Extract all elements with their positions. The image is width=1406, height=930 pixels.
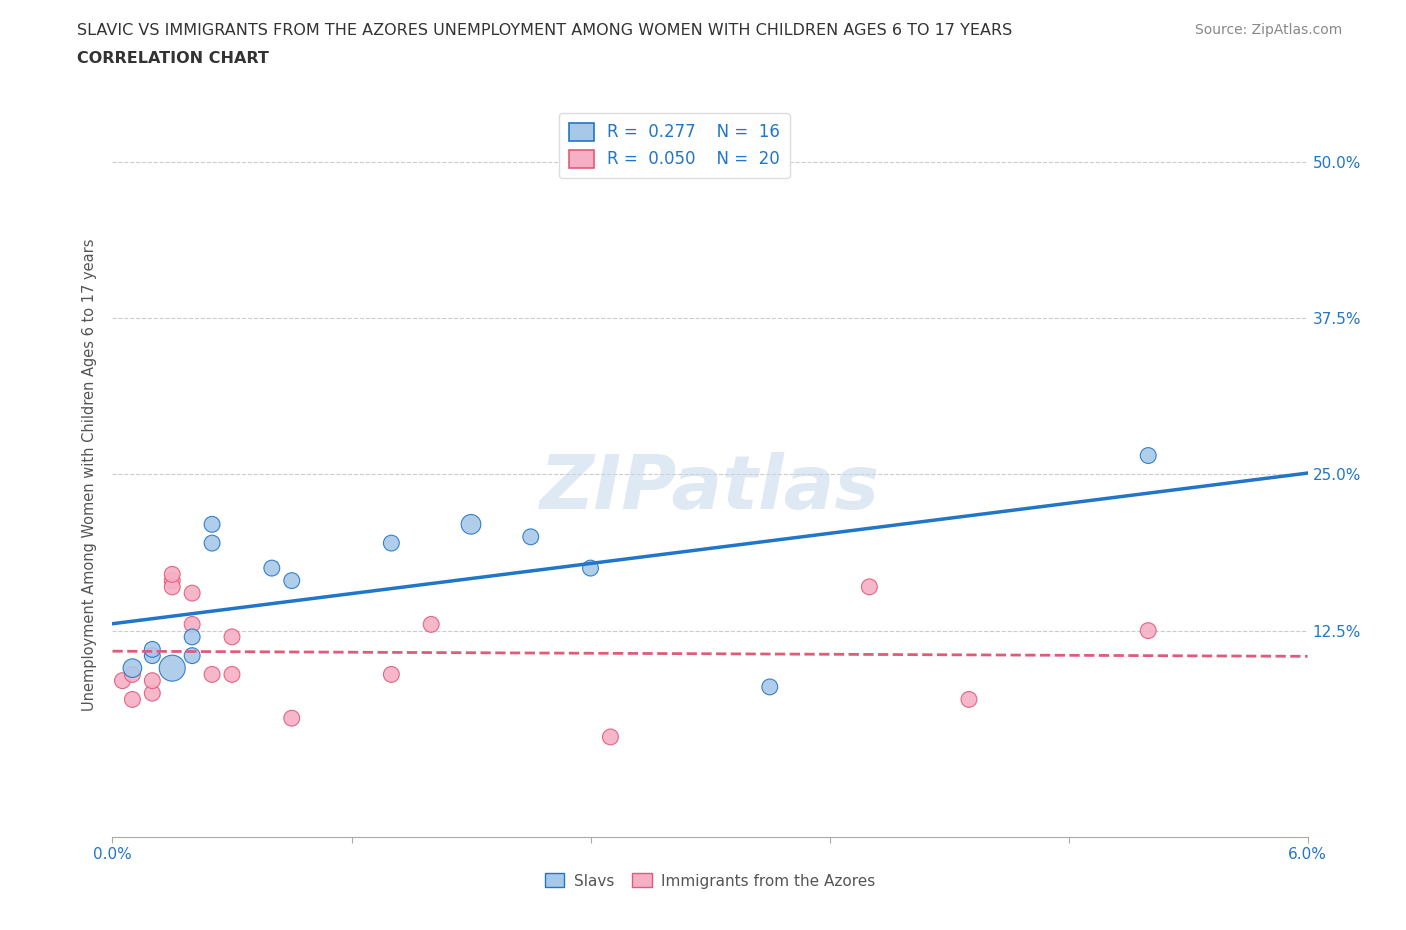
Point [281, 711, 304, 725]
Point [162, 573, 183, 588]
Point [181, 617, 204, 631]
Point [420, 617, 443, 631]
Point [121, 667, 143, 682]
Point [141, 642, 163, 657]
Point [599, 729, 621, 744]
Text: SLAVIC VS IMMIGRANTS FROM THE AZORES UNEMPLOYMENT AMONG WOMEN WITH CHILDREN AGES: SLAVIC VS IMMIGRANTS FROM THE AZORES UNE… [77, 23, 1012, 38]
Point [1137, 448, 1160, 463]
Point [380, 536, 402, 551]
Point [141, 673, 163, 688]
Point [460, 517, 482, 532]
Y-axis label: Unemployment Among Women with Children Ages 6 to 17 years: Unemployment Among Women with Children A… [82, 238, 97, 711]
Point [162, 579, 183, 594]
Point [121, 692, 143, 707]
Text: Source: ZipAtlas.com: Source: ZipAtlas.com [1195, 23, 1343, 37]
Point [759, 680, 782, 695]
Point [221, 667, 243, 682]
Point [162, 567, 183, 582]
Text: ZIPatlas: ZIPatlas [540, 452, 880, 525]
Point [957, 692, 980, 707]
Point [221, 630, 243, 644]
Point [181, 648, 204, 663]
Point [260, 561, 283, 576]
Point [201, 667, 224, 682]
Point [162, 660, 183, 675]
Point [380, 667, 402, 682]
Point [141, 685, 163, 700]
Point [201, 536, 224, 551]
Point [201, 517, 224, 532]
Text: CORRELATION CHART: CORRELATION CHART [77, 51, 269, 66]
Point [281, 573, 304, 588]
Point [181, 586, 204, 601]
Point [520, 529, 543, 544]
Point [181, 630, 204, 644]
Legend: Slavs, Immigrants from the Azores: Slavs, Immigrants from the Azores [538, 868, 882, 895]
Point [579, 561, 602, 576]
Point [858, 579, 880, 594]
Point [121, 660, 143, 675]
Point [141, 648, 163, 663]
Point [1137, 623, 1160, 638]
Point [111, 673, 134, 688]
